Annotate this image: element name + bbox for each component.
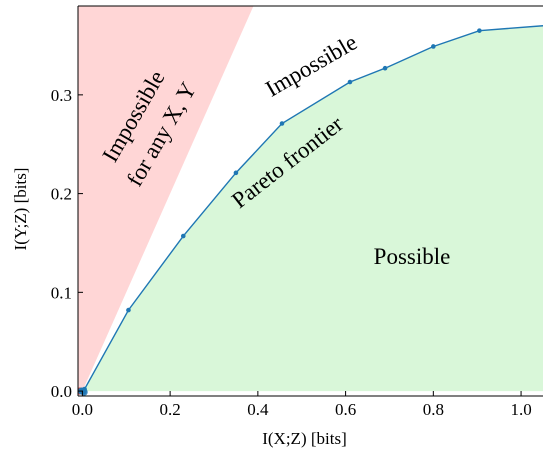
frontier-point [233,170,239,176]
y-tick-label: 0.0 [51,382,72,401]
frontier-point [180,233,186,239]
x-axis-label: I(X;Z) [bits] [262,429,347,448]
y-tick-label: 0.3 [51,86,72,105]
frontier-point [279,121,285,126]
frontier-point [431,44,436,49]
label-possible: Possible [374,244,451,269]
x-tick-label: 0.6 [335,400,356,419]
x-tick-label: 1.0 [510,400,531,419]
x-tick-label: 0.2 [159,400,180,419]
frontier-point [382,65,388,71]
region-impossible-any [78,6,254,392]
y-axis-label: I(Y;Z) [bits] [11,168,30,251]
y-tick-label: 0.2 [51,185,72,204]
region-layer [78,6,543,392]
axes-layer: 0.0 0.2 0.4 0.6 0.8 1.0 0.0 0.1 0.2 0.3 I(X;Z) [bi… [11,5,543,448]
x-tick-label: 0.0 [72,400,93,419]
frontier-point [126,307,131,313]
origin-point [80,388,88,396]
region-possible [82,25,543,392]
y-tick-label: 0.1 [51,283,72,302]
x-tick-label: 0.8 [423,400,444,419]
x-tick-label: 0.4 [247,400,269,419]
frontier-point [477,28,482,33]
frontier-point [347,79,353,85]
